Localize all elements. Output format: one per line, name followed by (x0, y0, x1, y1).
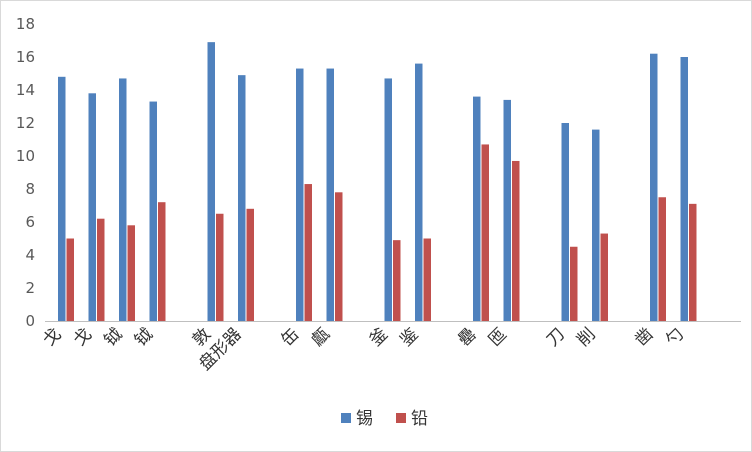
y-tick-label: 2 (25, 279, 35, 297)
bar-tin (238, 75, 246, 322)
bars (58, 42, 697, 322)
x-category-label: 勺 (662, 324, 688, 350)
bar-lead (97, 218, 105, 321)
x-category-label: 鉴 (396, 324, 422, 350)
x-category-label: 凿 (631, 324, 657, 350)
x-category-label: 削 (573, 324, 599, 350)
y-tick-label: 14 (16, 81, 35, 99)
bar-lead (304, 184, 312, 321)
bar-lead (512, 160, 520, 321)
bar-tin (207, 42, 215, 322)
x-category-label: 缶 (277, 324, 303, 350)
y-tick-label: 16 (16, 48, 35, 66)
bar-tin (296, 68, 304, 321)
y-tick-label: 6 (25, 213, 35, 231)
bar-tin (384, 78, 392, 321)
y-tick-label: 18 (16, 15, 35, 33)
y-tick-label: 0 (25, 312, 35, 330)
bar-lead (423, 238, 431, 321)
bar-lead (216, 213, 224, 321)
bar-lead (600, 233, 608, 321)
bar-tin (561, 123, 569, 321)
x-category-label: 钺 (131, 324, 157, 350)
legend-swatch (396, 413, 406, 423)
y-tick-label: 8 (25, 180, 35, 198)
legend-label: 铅 (411, 409, 428, 429)
bar-lead (570, 246, 578, 321)
legend-swatch (341, 413, 351, 423)
bar-lead (658, 197, 666, 321)
category-labels: 戈戈钺钺敦盘形器缶甗釜鉴罍匜刀削凿勺 (39, 324, 688, 374)
bar-tin (415, 63, 423, 321)
bar-tin (88, 93, 96, 321)
x-category-label: 戈 (39, 324, 65, 350)
bar-lead (393, 240, 401, 321)
bar-tin (473, 96, 481, 321)
legend: 锡铅 (341, 409, 428, 429)
x-category-label: 罍 (454, 324, 480, 350)
y-axis: 0 2 4 6 8 10 12 14 16 18 (16, 15, 35, 330)
x-category-label: 戈 (70, 324, 96, 350)
x-category-label: 钺 (100, 324, 126, 350)
bar-lead (335, 192, 343, 321)
bar-lead (246, 208, 254, 321)
bar-lead (158, 202, 166, 321)
y-tick-label: 12 (16, 114, 35, 132)
x-category-label: 匜 (485, 324, 511, 350)
bar-tin (680, 57, 688, 321)
bar-tin (650, 53, 658, 321)
bar-lead (481, 144, 489, 321)
bar-tin (592, 129, 600, 321)
bar-lead (127, 225, 135, 321)
bar-tin (58, 76, 66, 321)
x-category-label: 釜 (366, 324, 392, 350)
bar-tin (119, 78, 127, 321)
bar-lead (689, 203, 697, 321)
x-category-label: 刀 (543, 324, 569, 350)
bar-tin (149, 101, 157, 321)
bar-tin (326, 68, 334, 321)
bar-tin (503, 99, 511, 322)
y-tick-label: 10 (16, 147, 35, 165)
legend-label: 锡 (356, 409, 373, 429)
x-category-label: 甗 (308, 324, 334, 350)
bar-lead (66, 238, 74, 321)
y-tick-label: 4 (25, 246, 35, 264)
